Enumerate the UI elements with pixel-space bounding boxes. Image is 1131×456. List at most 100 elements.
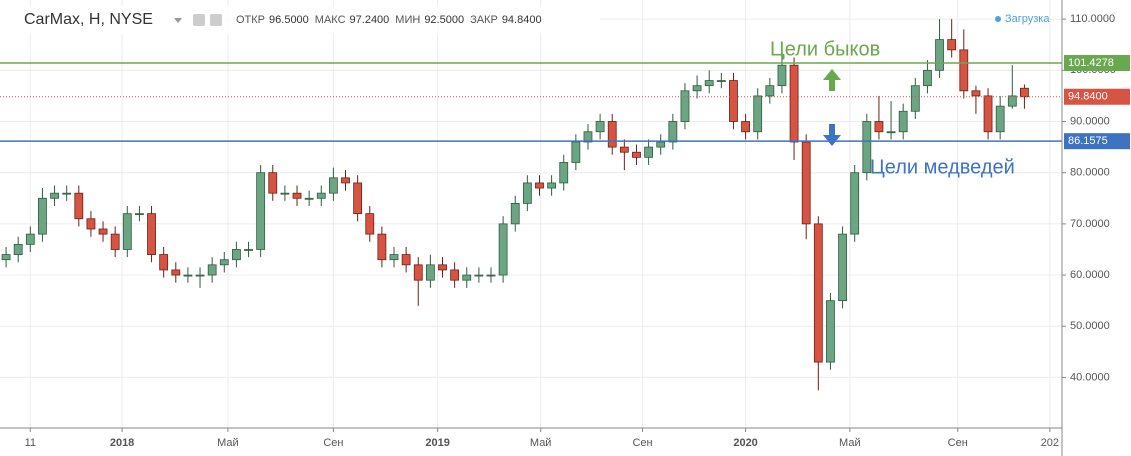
candle-body (1007, 95, 1017, 107)
legend-label: ОТКР (236, 14, 265, 26)
candle-body (850, 172, 860, 235)
y-tick-label: 40.0000 (1070, 371, 1110, 383)
candle-body (619, 146, 629, 153)
candle-body (753, 95, 763, 133)
candle-body (498, 223, 508, 276)
candle-body (62, 192, 72, 195)
candle-body (898, 110, 908, 133)
legend-value: 96.5000 (269, 14, 309, 26)
candle-body (474, 274, 484, 277)
candle-body (632, 151, 641, 158)
candle-body (377, 233, 387, 261)
candle-body (25, 233, 35, 245)
candle-body (716, 80, 726, 82)
candle-body (923, 69, 932, 87)
candle-body (813, 223, 823, 363)
candle-body (886, 131, 896, 134)
candle-body (838, 233, 847, 302)
candle-body (135, 213, 144, 216)
candle-body (195, 274, 205, 277)
legend-label: МИН (395, 14, 420, 26)
x-tick-label: 2019 (425, 437, 449, 449)
level-tag (1064, 133, 1130, 150)
x-tick-label: 2020 (733, 437, 757, 449)
chart-title: CarMax, H, NYSE (24, 11, 153, 28)
annotation: Цели медведей (870, 156, 1015, 178)
y-tick-label: 110.0000 (1070, 13, 1115, 25)
legend-label: ЗАКР (470, 14, 498, 26)
candle-body (207, 264, 217, 276)
status: Загрузка (1005, 13, 1050, 25)
x-tick-label: Май (839, 437, 861, 449)
x-tick-label: Сен (948, 437, 968, 449)
candle-body (1020, 87, 1029, 98)
candle-body (450, 269, 460, 281)
candle-body (510, 203, 520, 225)
candle-body (947, 39, 957, 51)
candle-body (147, 213, 156, 255)
candle-body (765, 85, 775, 97)
candle-body (232, 249, 241, 261)
candle-body (995, 105, 1005, 133)
candle-body (983, 95, 993, 133)
header-icons (174, 14, 222, 26)
legend-label: МАКС (315, 14, 346, 26)
candle-body (304, 197, 314, 200)
axes: 40.0000 50.0000 60.0000 70.0000 80.0000 90.00… (25, 13, 1130, 449)
candle-body (389, 254, 399, 261)
x-tick-label: Май (530, 437, 552, 449)
candle-body (1, 254, 11, 261)
status-dot (995, 16, 1001, 22)
level-tag (1064, 88, 1130, 105)
candle-body (268, 172, 278, 194)
legend: ОТКР 96.5000 МАКС 97.2400 МИН 92.5000 ЗАКР 94.8… (236, 14, 542, 26)
candle-body (644, 146, 653, 158)
candle-body (935, 39, 944, 71)
candle-body (219, 259, 229, 266)
candle-body (13, 243, 23, 255)
legend-value: 92.5000 (424, 14, 464, 26)
candle-body (316, 192, 326, 199)
candle-body (183, 274, 193, 277)
x-tick-label: 2018 (110, 437, 134, 449)
y-tick-label: 60.0000 (1070, 269, 1110, 281)
x-tick-label: Сен (323, 437, 343, 449)
candle-body (656, 141, 666, 148)
y-tick-label: 90.0000 (1070, 115, 1110, 127)
candle-body (292, 192, 302, 199)
level-tag-label: 86.1575 (1068, 135, 1108, 147)
level-tag-label: 101.4278 (1068, 57, 1114, 69)
candle-body (777, 64, 787, 87)
candle-body (559, 162, 569, 184)
candle-body (86, 218, 96, 230)
candle-body (365, 213, 375, 235)
candle-body (547, 182, 557, 189)
candle-body (801, 141, 811, 225)
candle-body (438, 264, 447, 271)
y-tick-label: 50.0000 (1070, 320, 1110, 332)
candle-body (38, 197, 47, 235)
candle-body (910, 85, 920, 112)
candle-body (595, 121, 605, 133)
candle-body (959, 49, 969, 92)
candle-body (826, 300, 835, 363)
candle-body (122, 213, 132, 250)
candle-body (98, 228, 108, 235)
candle-body (110, 233, 120, 250)
candle-body (341, 177, 350, 184)
bull-arrow (823, 69, 841, 91)
candle-body (486, 274, 496, 277)
candle-body (425, 264, 435, 281)
candle-body (741, 121, 750, 133)
header-bg (0, 6, 600, 34)
y-tick-label: 80.0000 (1070, 167, 1110, 179)
candle-body (171, 269, 181, 276)
candle-body (50, 192, 59, 199)
candle-body (607, 121, 617, 148)
y-tick-label: 70.0000 (1070, 218, 1110, 230)
candle-body (462, 274, 472, 281)
candle-body (680, 90, 690, 122)
candle-body (244, 249, 253, 251)
